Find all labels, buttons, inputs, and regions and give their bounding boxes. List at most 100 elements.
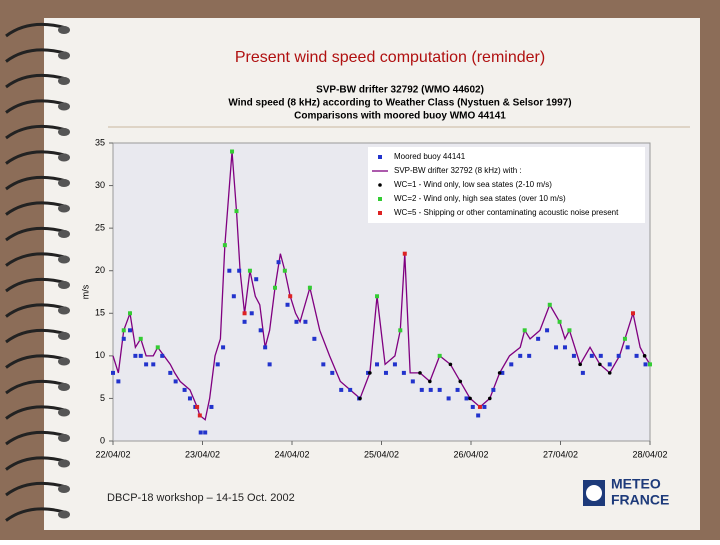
point — [458, 379, 463, 384]
point — [288, 294, 293, 299]
point — [358, 396, 362, 401]
point — [198, 430, 203, 435]
footer: DBCP-18 workshop – 14-15 Oct. 2002 — [107, 492, 295, 504]
point — [267, 362, 272, 367]
point — [303, 319, 308, 324]
logo-mark — [586, 485, 602, 501]
point — [230, 149, 235, 154]
logo-text: FRANCE — [611, 492, 669, 508]
spiral-ring — [5, 175, 67, 191]
spiral-hole — [58, 128, 70, 136]
point — [375, 294, 380, 299]
spiral-hole — [58, 332, 70, 340]
spiral-ring — [5, 150, 67, 165]
point — [598, 362, 602, 367]
x-tick-label: 27/04/02 — [543, 449, 578, 459]
point — [536, 336, 541, 341]
x-tick-label: 23/04/02 — [185, 449, 220, 459]
point — [182, 387, 187, 392]
point — [578, 362, 582, 367]
x-tick-label: 28/04/02 — [632, 449, 667, 459]
point — [321, 362, 326, 367]
spiral-hole — [58, 153, 70, 162]
point — [221, 345, 226, 350]
point — [168, 370, 173, 375]
spiral-hole — [58, 255, 70, 264]
point — [222, 243, 227, 248]
point — [446, 396, 451, 401]
point — [116, 379, 121, 384]
point — [398, 328, 403, 333]
point — [227, 268, 232, 273]
point — [470, 404, 475, 409]
point — [547, 302, 552, 307]
point — [215, 362, 220, 367]
point — [197, 413, 202, 418]
point — [580, 370, 585, 375]
chart-title: Wind speed (8 kHz) according to Weather … — [228, 98, 571, 109]
point — [567, 328, 572, 333]
point — [557, 319, 562, 324]
point — [402, 251, 407, 256]
point — [339, 387, 344, 392]
point — [491, 387, 496, 392]
slide-title: Present wind speed computation (reminder… — [235, 49, 545, 66]
spiral-ring — [5, 252, 67, 267]
point — [448, 362, 453, 367]
spiral-hole — [58, 26, 70, 34]
x-tick-label: 26/04/02 — [453, 449, 488, 459]
point — [497, 371, 502, 375]
spiral-hole — [58, 51, 70, 60]
point — [242, 319, 247, 324]
point — [234, 209, 239, 214]
spiral-hole — [58, 230, 70, 238]
legend-box — [368, 147, 645, 223]
point — [518, 353, 523, 358]
spiral-ring — [5, 201, 67, 216]
spiral-ring — [5, 99, 67, 114]
y-tick-label: 5 — [100, 393, 105, 403]
spiral-ring — [5, 303, 67, 318]
spiral-ring — [5, 22, 67, 38]
point — [247, 268, 252, 273]
point — [187, 396, 192, 401]
point — [195, 404, 200, 409]
point — [598, 353, 603, 358]
point — [128, 311, 133, 316]
point — [468, 396, 472, 401]
spiral-ring — [5, 507, 67, 522]
point — [307, 285, 312, 290]
spiral-hole — [58, 306, 70, 315]
point — [285, 302, 290, 307]
point — [418, 371, 422, 375]
spiral-ring — [5, 328, 67, 344]
spiral-hole — [58, 459, 70, 468]
y-tick-label: 30 — [95, 180, 105, 190]
legend-swatch — [378, 183, 382, 187]
spiral-hole — [58, 434, 70, 442]
point — [121, 336, 126, 341]
y-tick-label: 0 — [100, 435, 105, 445]
point — [571, 353, 576, 358]
point — [294, 319, 299, 324]
logo-text: METEO — [611, 476, 661, 492]
spiral-hole — [58, 179, 70, 187]
point — [437, 387, 442, 392]
chart: 0 5 10 15 20 25 30 35 22/04/02 23/04/02 24/04/02 25… — [95, 137, 668, 459]
point — [648, 362, 652, 367]
point — [487, 396, 492, 401]
legend-swatch — [378, 155, 382, 159]
chart-title: SVP-BW drifter 32792 (WMO 44602) — [316, 85, 484, 96]
spiral-hole — [58, 357, 70, 366]
spiral-hole — [58, 383, 70, 391]
spiral-ring — [5, 354, 67, 369]
point — [607, 362, 612, 367]
point — [151, 362, 156, 367]
point — [616, 353, 621, 358]
point — [254, 277, 259, 282]
spiral-hole — [58, 485, 70, 493]
point — [160, 353, 165, 358]
point — [138, 353, 143, 358]
point — [231, 294, 236, 299]
